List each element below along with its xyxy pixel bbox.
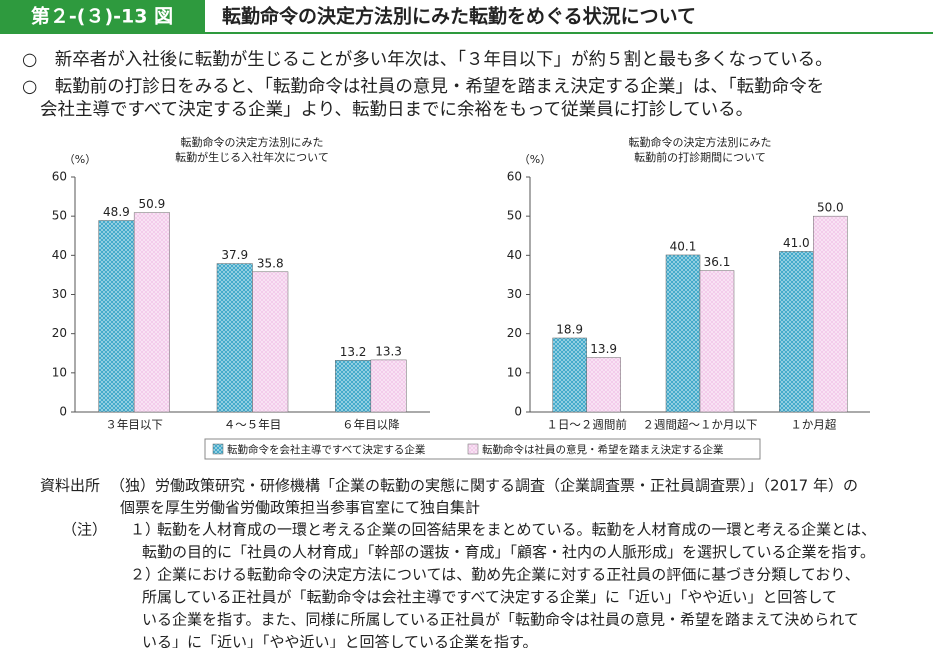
y-tick-label: 60: [507, 170, 522, 184]
value-label: 40.1: [670, 239, 697, 253]
y-tick-label: 50: [507, 209, 522, 223]
note-number: １）: [130, 521, 160, 539]
bar: [216, 263, 253, 413]
header-box: [0, 0, 205, 32]
legend-swatch: [212, 443, 224, 455]
y-tick-label: 40: [52, 248, 67, 262]
chart-title: 転勤命令の決定方法別にみた: [629, 135, 772, 149]
y-tick-label: 0: [514, 405, 522, 419]
x-tick-label: ６年目以降: [342, 418, 400, 432]
legend-label: 転勤命令は社員の意見・希望を踏まえ決定する企業: [482, 443, 724, 456]
bar: [98, 220, 135, 413]
legend-label: 転勤命令を会社主導ですべて決定する企業: [227, 443, 426, 456]
note-number: ２）: [130, 566, 160, 584]
note-line: 企業における転勤命令の決定方法については、勤め先企業に対する正社員の評価に基づき…: [157, 566, 860, 584]
y-unit: （%）: [519, 153, 551, 166]
bar: [699, 270, 735, 413]
bar: [252, 271, 289, 413]
value-label: 13.3: [375, 344, 402, 358]
bar: [335, 360, 372, 413]
value-label: 36.1: [704, 255, 731, 269]
bar: [586, 357, 621, 413]
bullet-line: ○ 転勤前の打診日をみると、「転勤命令は社員の意見・希望を踏まえ決定する企業」は…: [22, 77, 824, 97]
value-label: 13.9: [590, 342, 617, 356]
note-line: いる」に「近い」「やや近い」と回答している企業を指す。: [142, 633, 538, 648]
y-unit: （%）: [64, 153, 96, 166]
y-tick-label: 40: [507, 248, 522, 262]
y-tick-label: 10: [507, 365, 522, 379]
note-line: 転勤を人材育成の一環と考える企業の回答結果をまとめている。転勤を人材育成の一環と…: [157, 521, 876, 539]
y-tick-label: 20: [507, 326, 522, 340]
x-tick-label: ４～５年目: [224, 418, 282, 432]
y-tick-label: 10: [52, 365, 67, 379]
y-tick-label: 60: [52, 170, 67, 184]
bar: [779, 251, 814, 413]
bullet-line: ○ 新卒者が入社後に転勤が生じることが多い年次は、「３年目以下」が約５割と最も多…: [22, 50, 833, 70]
value-label: 35.8: [257, 256, 284, 270]
y-tick-label: 0: [59, 405, 67, 419]
value-label: 37.9: [221, 248, 248, 262]
value-label: 50.0: [817, 201, 844, 215]
chart-title: 転勤前の打診期間について: [634, 150, 766, 164]
x-tick-label: ３年目以下: [105, 418, 163, 432]
bullet-line: 会社主導ですべて決定する企業」より、転勤日までに余裕をもって従業員に打診している…: [40, 100, 753, 120]
note-line: いる企業を指す。また、同様に所属している正社員が「転勤命令は社員の意見・希望を踏…: [142, 611, 859, 629]
value-label: 48.9: [103, 205, 130, 219]
value-label: 18.9: [556, 322, 583, 336]
x-tick-label: １か月超: [790, 418, 836, 432]
y-tick-label: 30: [52, 287, 67, 301]
x-tick-label: １日～２週間前: [546, 418, 627, 432]
value-label: 50.9: [139, 197, 166, 211]
value-label: 41.0: [783, 236, 810, 250]
x-tick-label: ２週間超～１か月以下: [643, 418, 758, 432]
bar: [552, 337, 587, 413]
bar: [370, 359, 407, 413]
header-title: 転勤命令の決定方法別にみた転勤をめぐる状況について: [222, 5, 696, 28]
header-label: 第２-(３)-13 図: [31, 5, 173, 28]
value-label: 13.2: [340, 345, 367, 359]
note-line: 所属している正社員が「転勤命令は会社主導ですべて決定する企業」に「近い」「やや近…: [142, 588, 837, 606]
source-line: 個票を厚生労働省労働政策担当参事官室にて独自集計: [120, 499, 480, 517]
legend-box: [204, 438, 761, 460]
legend-swatch: [467, 443, 479, 455]
bar: [133, 212, 170, 413]
y-tick-label: 50: [52, 209, 67, 223]
source-label: 資料出所: [40, 477, 100, 495]
note-line: 転勤の目的に「社員の人材育成」「幹部の選抜・育成」「顧客・社内の人脈形成」を選択…: [142, 543, 875, 561]
chart-title: 転勤が生じる入社年次について: [175, 150, 329, 164]
y-tick-label: 20: [52, 326, 67, 340]
bar: [665, 254, 701, 413]
source-line: （独）労働政策研究・研修機構「企業の転勤の実態に関する調査（企業調査票・正社員調…: [110, 477, 858, 495]
bar: [813, 215, 848, 413]
chart-title: 転勤命令の決定方法別にみた: [181, 135, 324, 149]
notes-label: （注）: [62, 521, 107, 539]
y-tick-label: 30: [507, 287, 522, 301]
